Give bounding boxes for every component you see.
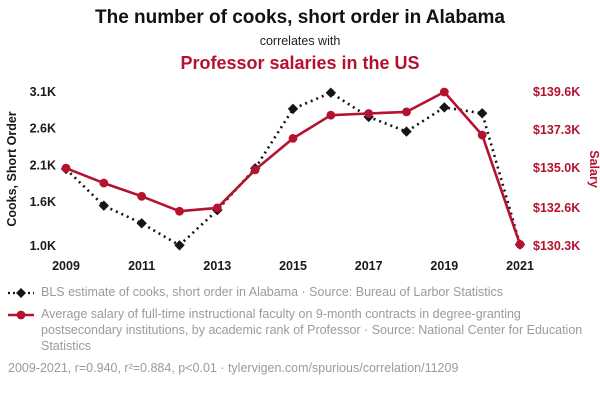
svg-text:1.0K: 1.0K — [30, 239, 56, 253]
svg-text:2009: 2009 — [52, 259, 80, 273]
legend-item-salary: Average salary of full-time instructiona… — [8, 306, 590, 354]
svg-text:$130.3K: $130.3K — [533, 239, 580, 253]
svg-text:2021: 2021 — [506, 259, 534, 273]
svg-text:1.6K: 1.6K — [30, 195, 56, 209]
svg-text:2.1K: 2.1K — [30, 158, 56, 172]
svg-text:$137.3K: $137.3K — [533, 123, 580, 137]
svg-text:2017: 2017 — [355, 259, 383, 273]
chart-header: The number of cooks, short order in Alab… — [0, 0, 600, 74]
svg-text:$135.0K: $135.0K — [533, 161, 580, 175]
chart-svg: 2009 2011 2013 2015 2017 2019 2021 1.0K 1.6K 2.1K… — [5, 85, 600, 273]
connector-text: correlates with — [259, 33, 341, 48]
svg-text:2013: 2013 — [203, 259, 231, 273]
svg-text:2011: 2011 — [128, 259, 155, 273]
svg-text:2.6K: 2.6K — [30, 121, 56, 135]
svg-text:2019: 2019 — [430, 259, 458, 273]
page-title: The number of cooks, short order in Alab… — [95, 7, 505, 28]
svg-text:3.1K: 3.1K — [30, 85, 56, 99]
legend-text-cooks: BLS estimate of cooks, short order in Al… — [41, 284, 504, 299]
chart-area: 2009 2011 2013 2015 2017 2019 2021 1.0K 1.6K 2.1K… — [0, 78, 600, 276]
svg-text:2015: 2015 — [279, 259, 307, 273]
svg-text:Cooks, Short Order: Cooks, Short Order — [5, 111, 19, 226]
legend-text-salary: Average salary of full-time instructiona… — [41, 306, 583, 353]
legend: BLS estimate of cooks, short order in Al… — [0, 276, 600, 376]
svg-text:$139.6K: $139.6K — [533, 85, 580, 99]
svg-text:$132.6K: $132.6K — [533, 201, 580, 215]
correlated-title: Professor salaries in the US — [180, 52, 420, 73]
cooks-series-legend-icon — [8, 287, 34, 298]
legend-item-cooks: BLS estimate of cooks, short order in Al… — [8, 284, 590, 300]
svg-text:Salary: Salary — [587, 150, 600, 188]
salary-series-legend-icon — [8, 310, 34, 320]
footer-stats: 2009-2021, r=0.940, r²=0.884, p<0.01 · t… — [8, 360, 459, 375]
